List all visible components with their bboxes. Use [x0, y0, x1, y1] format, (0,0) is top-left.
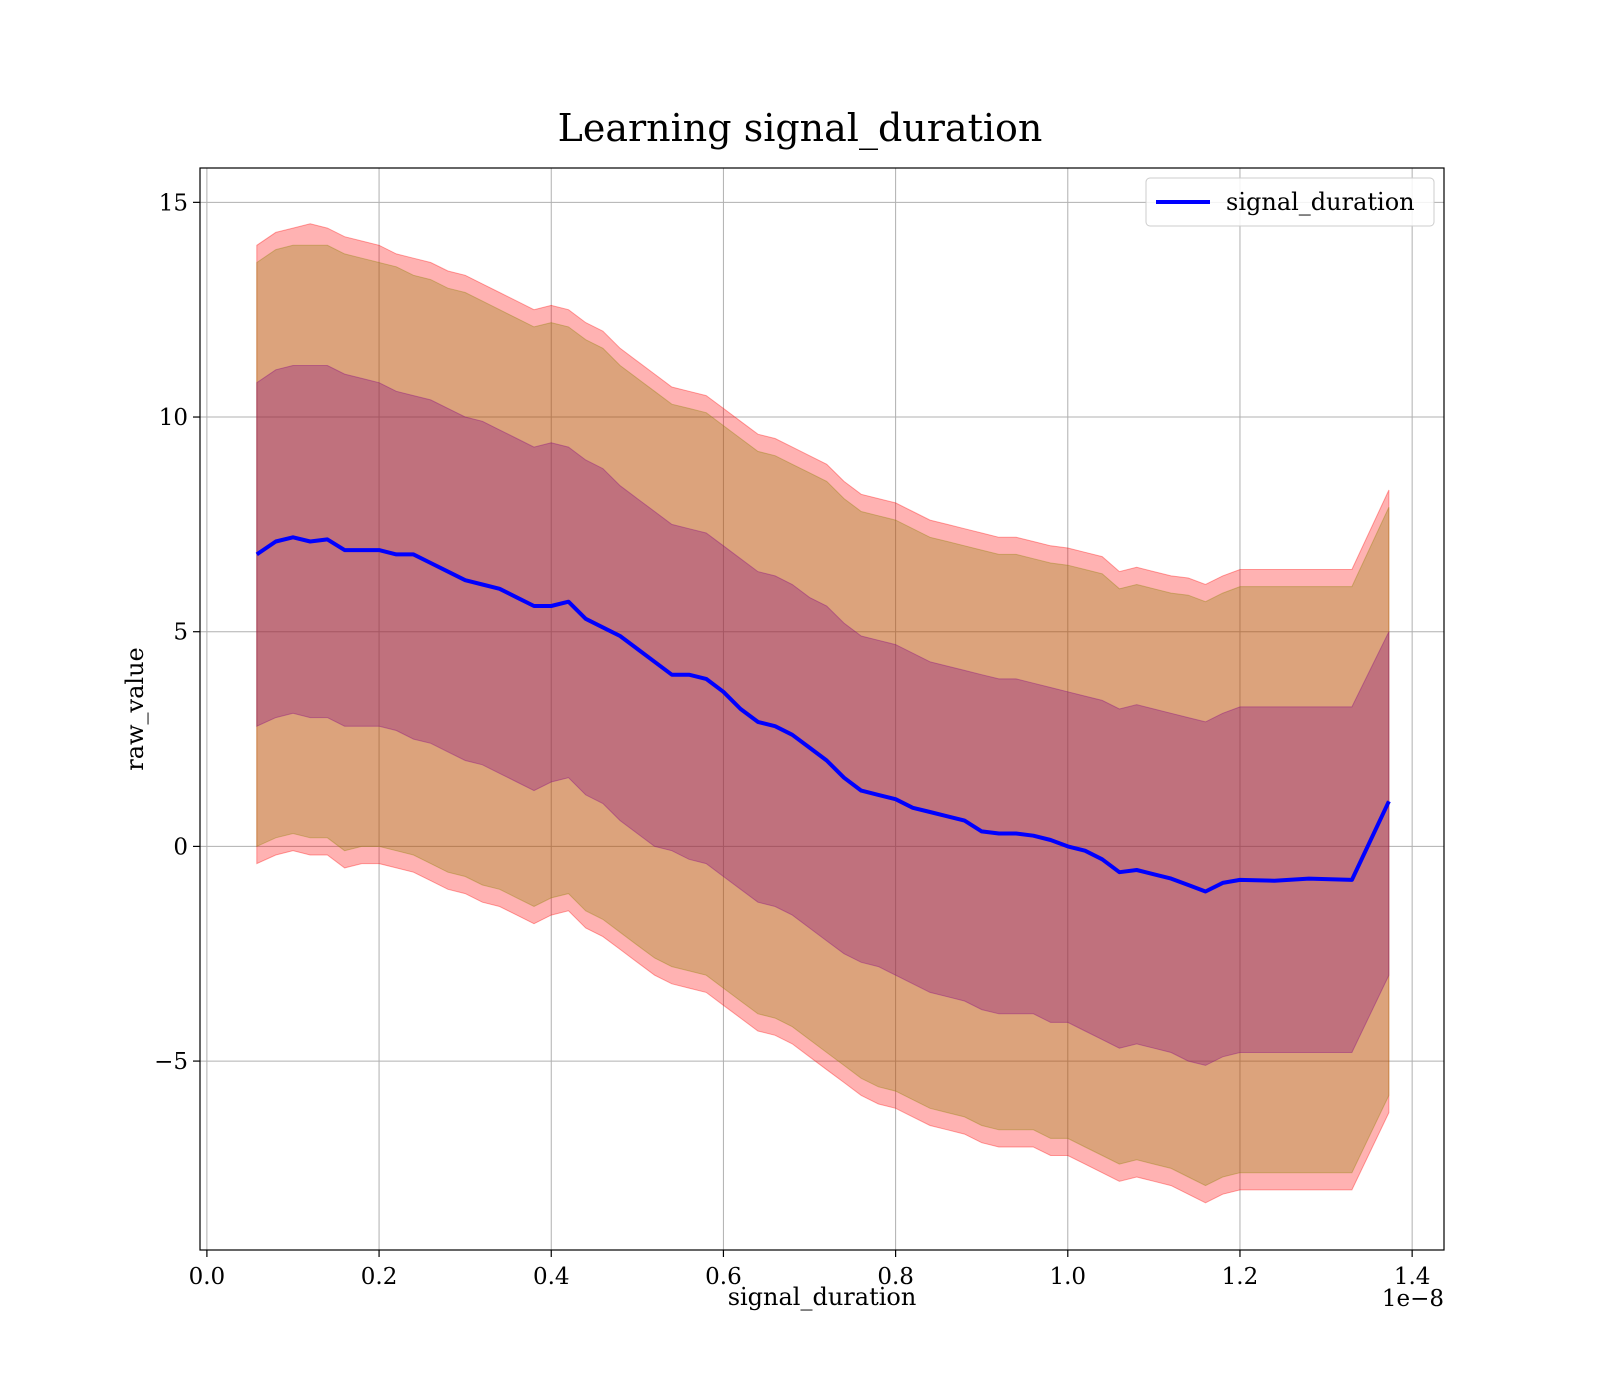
x-tick-label: 1.4 — [1394, 1264, 1431, 1290]
y-tick-label: 0 — [173, 834, 188, 860]
x-tick-label: 0.2 — [361, 1264, 398, 1290]
y-tick-label: 5 — [173, 620, 188, 646]
x-tick-label: 1.0 — [1049, 1264, 1086, 1290]
confidence-bands — [256, 223, 1390, 1204]
series-lines — [255, 535, 1391, 894]
y-tick-label: 15 — [159, 190, 188, 216]
band-middle — [256, 244, 1390, 1187]
y-tick-label: 10 — [159, 405, 188, 431]
band-inner — [256, 365, 1390, 1066]
legend: signal_duration — [1145, 177, 1435, 227]
legend-box — [1145, 177, 1435, 227]
band-outer — [256, 223, 1390, 1204]
series-line-signal-duration — [255, 535, 1391, 894]
grid — [200, 168, 1444, 1250]
x-axis-offset-text: 1e−8 — [1382, 1286, 1444, 1312]
x-tick-label: 0.4 — [533, 1264, 570, 1290]
x-axis-label: signal_duration — [728, 1283, 917, 1311]
y-axis-label: raw_value — [121, 647, 149, 771]
y-tick-label: −5 — [154, 1049, 188, 1075]
x-tick-label: 0.6 — [705, 1264, 742, 1290]
legend-entry-signal-duration: signal_duration — [1226, 188, 1415, 216]
x-tick-label: 1.2 — [1222, 1264, 1259, 1290]
plot-frame — [199, 167, 1445, 1251]
ticks: 0.0 0.2 0.4 0.6 0.8 1.0 1.2 1.4 −5 0 5 10 15 — [154, 190, 1430, 1290]
x-tick-label: 0.0 — [189, 1264, 226, 1290]
x-tick-label: 0.8 — [877, 1264, 914, 1290]
chart-title: Learning signal_duration — [558, 106, 1043, 151]
